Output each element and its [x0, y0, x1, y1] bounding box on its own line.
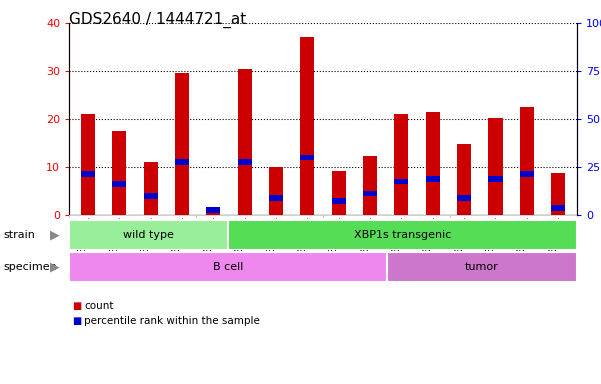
Bar — [228, 220, 577, 250]
Bar — [269, 195, 283, 201]
Bar — [300, 38, 314, 215]
Text: GDS2640 / 1444721_at: GDS2640 / 1444721_at — [69, 12, 246, 28]
Text: percentile rank within the sample: percentile rank within the sample — [84, 316, 260, 326]
Bar — [426, 112, 440, 215]
Bar — [489, 176, 502, 182]
Bar — [69, 220, 228, 250]
Bar — [300, 155, 314, 161]
Bar — [206, 209, 221, 215]
Text: ■: ■ — [72, 316, 81, 326]
Bar — [81, 171, 95, 177]
Bar — [363, 157, 377, 215]
Bar — [426, 176, 440, 182]
Text: specimen: specimen — [3, 262, 56, 272]
Bar — [489, 118, 502, 215]
Bar — [269, 167, 283, 215]
Text: ▶: ▶ — [50, 228, 59, 241]
Bar — [551, 205, 565, 211]
Bar — [112, 131, 126, 215]
Bar — [520, 107, 534, 215]
Bar — [363, 190, 377, 196]
Bar — [81, 114, 95, 215]
Bar — [144, 162, 157, 215]
Bar — [386, 252, 577, 282]
Text: XBP1s transgenic: XBP1s transgenic — [354, 230, 451, 240]
Bar — [332, 171, 346, 215]
Bar — [332, 198, 346, 204]
Bar — [520, 171, 534, 177]
Bar — [175, 159, 189, 165]
Text: ▶: ▶ — [50, 260, 59, 273]
Bar — [457, 195, 471, 201]
Text: B cell: B cell — [213, 262, 243, 272]
Bar — [237, 69, 252, 215]
Bar — [457, 144, 471, 215]
Bar — [175, 73, 189, 215]
Bar — [551, 173, 565, 215]
Bar — [206, 207, 221, 213]
Bar — [112, 181, 126, 187]
Text: strain: strain — [3, 230, 35, 240]
Text: tumor: tumor — [465, 262, 499, 272]
Text: wild type: wild type — [123, 230, 174, 240]
Bar — [144, 193, 157, 199]
Text: count: count — [84, 301, 114, 311]
Bar — [237, 159, 252, 165]
Bar — [394, 179, 409, 184]
Bar — [69, 252, 386, 282]
Text: ■: ■ — [72, 301, 81, 311]
Bar — [394, 114, 409, 215]
